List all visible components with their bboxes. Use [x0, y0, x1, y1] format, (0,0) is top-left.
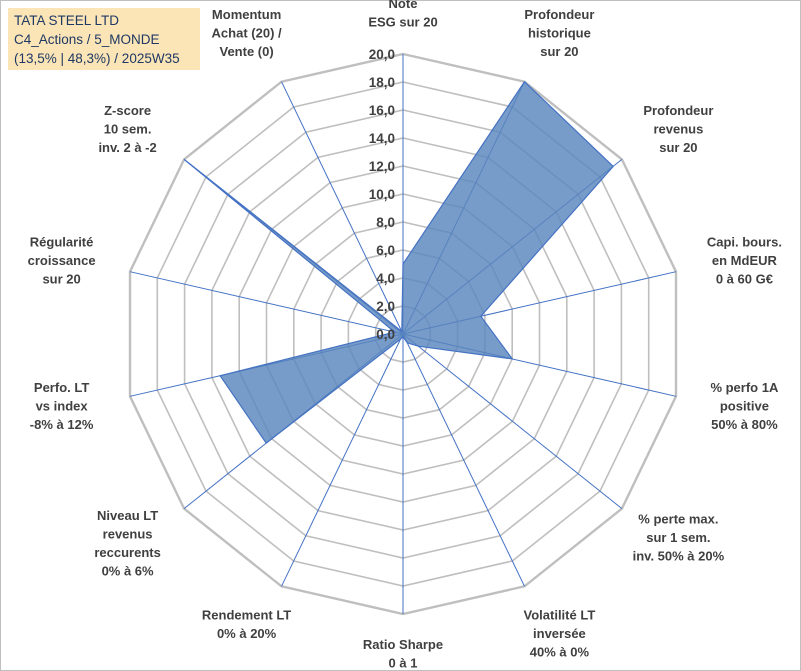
radar-tick-labels: 0,0 2,0 4,0 6,0 8,0 10,0 12,0 14,0 16,0 18,0 20,0: [369, 47, 395, 342]
axis-label: Profondeur historique sur 20: [524, 7, 594, 59]
tick-label: 14,0: [369, 131, 395, 146]
tick-label: 4,0: [376, 271, 395, 286]
axis-label: Niveau LT revenus reccurents 0% à 6%: [94, 508, 160, 579]
series-area: [183, 80, 615, 444]
axis-label: Note ESG sur 20: [368, 0, 437, 30]
chart-title-category: C4_Actions / 5_MONDE: [14, 32, 160, 47]
axis-label: % perfo 1A positive 50% à 80%: [710, 380, 779, 432]
tick-label: 16,0: [369, 103, 395, 118]
axis-label: Capi. bours. en MdEUR 0 à 60 G€: [707, 234, 782, 286]
tick-label: 0,0: [376, 327, 395, 342]
axis-spoke: [402, 333, 623, 509]
axis-label: Régularité croissance sur 20: [28, 234, 96, 286]
axis-label: Momentum Achat (20) / Vente (0): [212, 7, 282, 59]
radar-series: [183, 80, 615, 444]
axis-label: Perfo. LT vs index -8% à 12%: [30, 380, 94, 432]
chart-title-company: TATA STEEL LTD: [14, 13, 120, 28]
tick-label: 18,0: [369, 75, 395, 90]
axis-label: Profondeur revenus sur 20: [643, 103, 713, 155]
chart-title-box: TATA STEEL LTD C4_Actions / 5_MONDE (13,…: [8, 8, 200, 70]
axis-label: % perte max. sur 1 sem. inv. 50% à 20%: [633, 512, 725, 564]
axis-label: Ratio Sharpe 0 à 1: [363, 637, 443, 671]
axis-spoke: [129, 271, 404, 335]
radar-axis-labels: Note ESG sur 20 Profondeur historique sur 20…: [28, 0, 782, 671]
axis-spoke: [402, 333, 525, 587]
tick-label: 6,0: [376, 243, 395, 258]
axis-label: Z-score 10 sem. inv. 2 à -2: [98, 103, 156, 155]
axis-spoke: [281, 81, 404, 335]
chart-title-stats: (13,5% | 48,3%) / 2025W35: [14, 51, 180, 66]
tick-label: 8,0: [376, 215, 395, 230]
axis-spoke: [281, 333, 404, 587]
tick-label: 12,0: [369, 159, 395, 174]
axis-label: Rendement LT 0% à 20%: [202, 607, 291, 641]
tick-label: 10,0: [369, 187, 395, 202]
tick-label: 20,0: [369, 47, 395, 62]
tick-label: 2,0: [376, 299, 395, 314]
axis-label: Volatilité LT inversée 40% à 0%: [524, 607, 596, 659]
